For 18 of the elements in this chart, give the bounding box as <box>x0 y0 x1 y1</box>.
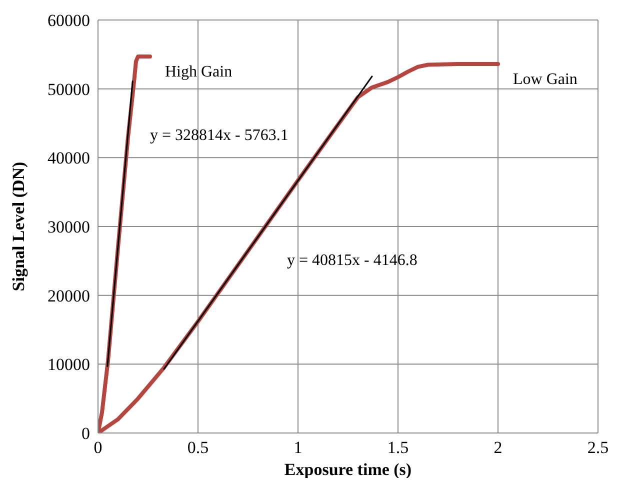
x-tick-label: 1.5 <box>387 438 409 458</box>
equation-note: y = 328814x - 5763.1 <box>150 127 288 144</box>
y-tick-label: 40000 <box>48 148 90 168</box>
y-axis-title: Signal Level (DN) <box>9 162 28 292</box>
y-tick-label: 60000 <box>48 11 90 30</box>
x-tick-label: 1 <box>294 438 302 458</box>
series-label: High Gain <box>165 63 232 80</box>
equation-note: y = 40815x - 4146.8 <box>287 252 418 269</box>
x-tick-label: 0.5 <box>187 438 209 458</box>
y-tick-label: 10000 <box>48 355 90 374</box>
y-tick-label: 20000 <box>48 286 90 306</box>
y-tick-label: 30000 <box>48 218 90 237</box>
x-tick-label: 0 <box>94 438 102 458</box>
y-tick-label: 50000 <box>48 80 90 99</box>
x-tick-label: 2 <box>494 438 502 458</box>
x-tick-label: 2.5 <box>587 438 609 458</box>
y-tick-label: 0 <box>82 424 90 444</box>
series-label: Low Gain <box>513 71 578 88</box>
